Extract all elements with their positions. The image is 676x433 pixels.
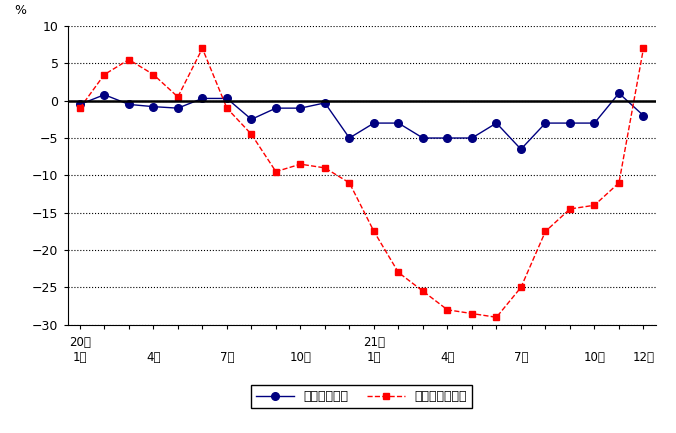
Text: 21年: 21年 bbox=[363, 336, 385, 349]
Text: 1月: 1月 bbox=[366, 351, 381, 364]
総実労働時間 bbox=[639, 113, 648, 118]
所定外労働時間 bbox=[468, 311, 476, 316]
所定外労働時間 bbox=[223, 106, 231, 111]
総実労働時間 bbox=[492, 120, 500, 126]
総実労働時間 bbox=[345, 136, 354, 141]
総実労働時間 bbox=[590, 120, 598, 126]
所定外労働時間 bbox=[345, 180, 354, 185]
所定外労働時間 bbox=[125, 57, 133, 62]
総実労働時間 bbox=[247, 117, 256, 122]
Text: 20年: 20年 bbox=[69, 336, 91, 349]
Line: 総実労働時間: 総実労働時間 bbox=[76, 89, 648, 153]
総実労働時間 bbox=[76, 102, 84, 107]
所定外労働時間 bbox=[541, 229, 550, 234]
総実労働時間 bbox=[296, 106, 304, 111]
Line: 所定外労働時間: 所定外労働時間 bbox=[76, 45, 647, 321]
所定外労働時間 bbox=[517, 285, 525, 290]
所定外労働時間 bbox=[198, 46, 206, 51]
総実労働時間 bbox=[321, 100, 329, 106]
Text: 4月: 4月 bbox=[146, 351, 161, 364]
所定外労働時間 bbox=[370, 229, 378, 234]
所定外労働時間 bbox=[394, 270, 402, 275]
Text: 1月: 1月 bbox=[72, 351, 87, 364]
所定外労働時間 bbox=[566, 207, 574, 212]
Text: 10月: 10月 bbox=[583, 351, 606, 364]
総実労働時間 bbox=[394, 120, 402, 126]
総実労働時間 bbox=[100, 92, 108, 97]
所定外労働時間 bbox=[492, 315, 500, 320]
所定外労働時間 bbox=[247, 132, 256, 137]
総実労働時間 bbox=[468, 136, 476, 141]
総実労働時間 bbox=[615, 90, 623, 96]
Text: 7月: 7月 bbox=[220, 351, 234, 364]
所定外労働時間 bbox=[321, 165, 329, 171]
所定外労働時間 bbox=[272, 169, 280, 174]
総実労働時間 bbox=[174, 106, 182, 111]
総実労働時間 bbox=[223, 96, 231, 101]
所定外労働時間 bbox=[149, 72, 158, 77]
所定外労働時間 bbox=[590, 203, 598, 208]
所定外労働時間 bbox=[100, 72, 108, 77]
Text: 7月: 7月 bbox=[514, 351, 528, 364]
総実労働時間 bbox=[566, 120, 574, 126]
所定外労働時間 bbox=[174, 94, 182, 100]
Legend: 総実労働時間, 所定外労働時間: 総実労働時間, 所定外労働時間 bbox=[251, 385, 473, 408]
総実労働時間 bbox=[149, 104, 158, 109]
所定外労働時間 bbox=[76, 106, 84, 111]
Text: 10月: 10月 bbox=[289, 351, 312, 364]
総実労働時間 bbox=[370, 120, 378, 126]
所定外労働時間 bbox=[615, 180, 623, 185]
Text: %: % bbox=[15, 4, 26, 17]
所定外労働時間 bbox=[296, 162, 304, 167]
総実労働時間 bbox=[443, 136, 452, 141]
総実労働時間 bbox=[125, 102, 133, 107]
総実労働時間 bbox=[272, 106, 280, 111]
総実労働時間 bbox=[198, 96, 206, 101]
所定外労働時間 bbox=[639, 46, 648, 51]
所定外労働時間 bbox=[419, 288, 427, 294]
Text: 4月: 4月 bbox=[440, 351, 455, 364]
総実労働時間 bbox=[517, 147, 525, 152]
総実労働時間 bbox=[541, 120, 550, 126]
Text: 12月: 12月 bbox=[633, 351, 654, 364]
所定外労働時間 bbox=[443, 307, 452, 313]
総実労働時間 bbox=[419, 136, 427, 141]
